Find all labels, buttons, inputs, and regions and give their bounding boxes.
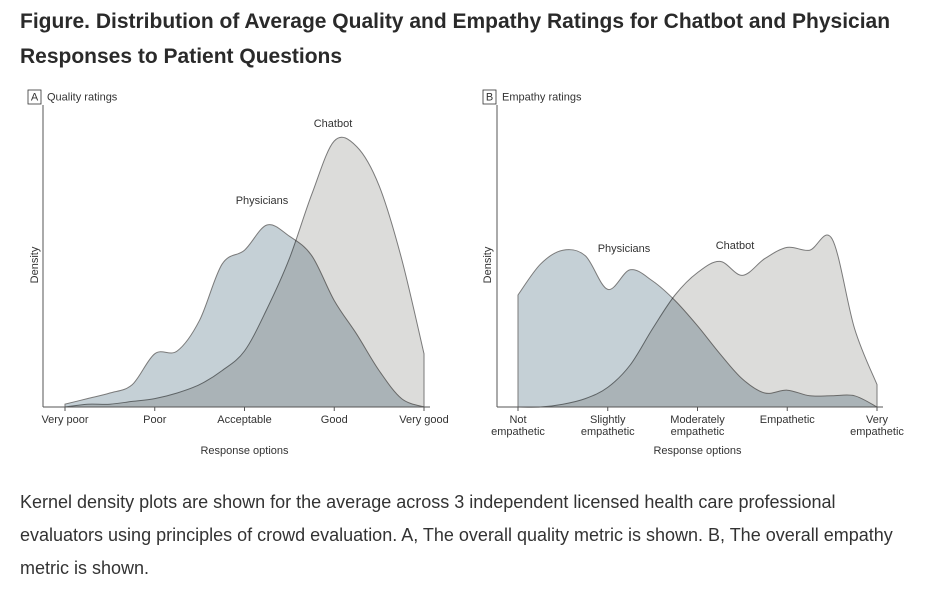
- series-label: Chatbot: [314, 118, 353, 130]
- panel-box: [27, 89, 42, 105]
- x-tick-label: Very poor: [41, 414, 89, 426]
- x-tick-label: Moderately empathetic: [670, 414, 725, 438]
- panel-title: Quality ratings: [47, 91, 118, 103]
- panel-box: [482, 89, 497, 105]
- charts: A Quality ratings Physicians Chatbot Respons…: [27, 89, 904, 457]
- figure-caption: Kernel density plots are shown for the a…: [20, 492, 893, 578]
- density-area: [64, 136, 425, 408]
- panel-label: B: [486, 91, 493, 103]
- x-tick-label: Not empathetic: [491, 414, 545, 438]
- panel-title: Empathy ratings: [502, 91, 582, 103]
- series-label: Physicians: [236, 195, 289, 207]
- panel-label: A: [31, 91, 39, 103]
- x-tick-label: Good: [320, 414, 348, 426]
- x-tick-label: Poor: [143, 414, 167, 426]
- y-axis-label: Density: [482, 246, 494, 283]
- figure-title: Figure. Distribution of Average Quality …: [20, 10, 891, 68]
- chart-svg: A Quality ratings Physicians Chatbot Respons…: [27, 89, 883, 457]
- x-tick-label: Very good: [399, 414, 449, 426]
- series-label: Chatbot: [716, 240, 755, 252]
- x-axis-label: Response options: [200, 445, 289, 457]
- y-axis-label: Density: [29, 246, 41, 283]
- x-tick-label: Acceptable: [217, 414, 272, 426]
- x-axis-label: Response options: [653, 445, 742, 457]
- density-area: [517, 234, 878, 408]
- x-tick-label: Very empathetic: [850, 414, 904, 438]
- x-tick-label: Slightly empathetic: [580, 414, 635, 438]
- series-label: Physicians: [598, 243, 651, 255]
- x-tick-label: Empathetic: [759, 414, 815, 426]
